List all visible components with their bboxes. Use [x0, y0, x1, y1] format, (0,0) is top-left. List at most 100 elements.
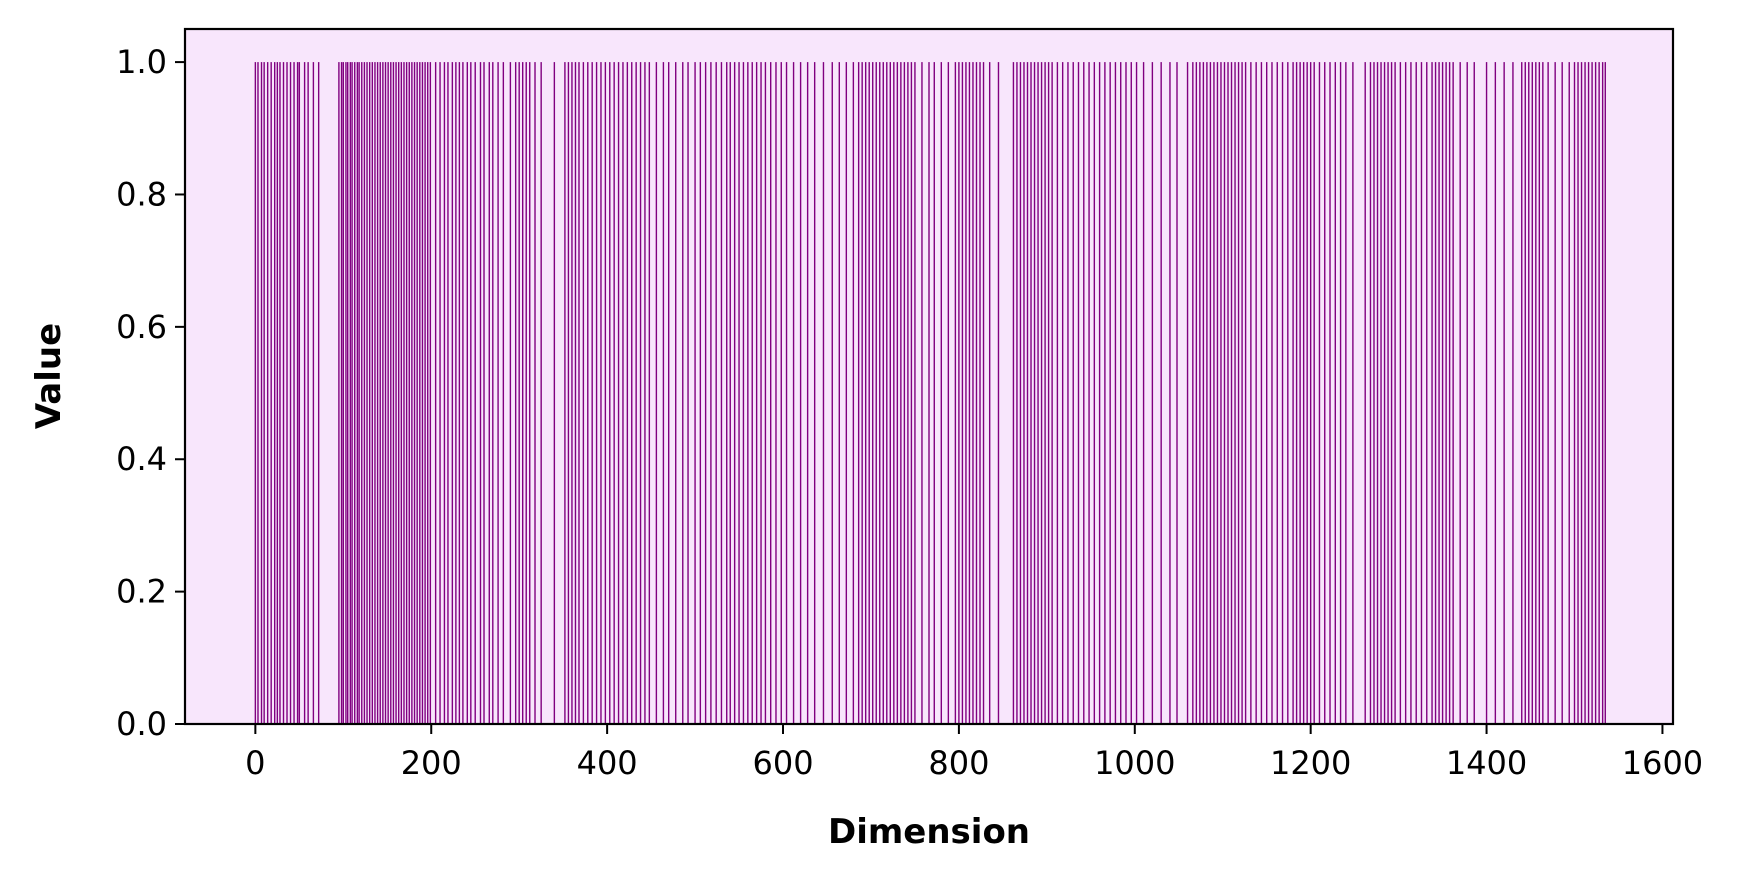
- bar: [738, 62, 739, 724]
- bar: [497, 62, 498, 724]
- bar: [290, 62, 291, 724]
- bar: [613, 62, 614, 724]
- bar: [1057, 62, 1058, 724]
- bar: [341, 62, 342, 724]
- bar: [983, 62, 984, 724]
- bar: [1271, 62, 1272, 724]
- bar: [369, 62, 370, 724]
- bar: [1030, 62, 1031, 724]
- bar: [274, 62, 275, 724]
- bar: [1051, 62, 1052, 724]
- bar: [1013, 62, 1014, 724]
- bar: [503, 62, 504, 724]
- bar: [1136, 62, 1137, 724]
- bar: [962, 62, 963, 724]
- bar: [770, 62, 771, 724]
- bar: [470, 62, 471, 724]
- bar: [313, 62, 314, 724]
- bar: [1602, 62, 1603, 724]
- bar: [447, 62, 448, 724]
- x-tick-label: 800: [928, 744, 989, 782]
- bar: [600, 62, 601, 724]
- bar: [897, 62, 898, 724]
- bar: [800, 62, 801, 724]
- bar: [705, 62, 706, 724]
- bar: [395, 62, 396, 724]
- bar: [941, 62, 942, 724]
- bar: [1335, 62, 1336, 724]
- bar: [1306, 62, 1307, 724]
- bar: [1581, 62, 1582, 724]
- bar: [1365, 62, 1366, 724]
- bar: [583, 62, 584, 724]
- bar: [893, 62, 894, 724]
- bar: [900, 62, 901, 724]
- bar: [361, 62, 362, 724]
- bar: [1088, 62, 1089, 724]
- bar: [1220, 62, 1221, 724]
- bar: [277, 62, 278, 724]
- bar: [1210, 62, 1211, 724]
- bar: [886, 62, 887, 724]
- bar: [1213, 62, 1214, 724]
- bar: [765, 62, 766, 724]
- bar: [1345, 62, 1346, 724]
- bar: [853, 62, 854, 724]
- bar: [393, 62, 394, 724]
- bar: [928, 62, 929, 724]
- bar: [1131, 62, 1132, 724]
- bar: [345, 62, 346, 724]
- bar: [1324, 62, 1325, 724]
- bar: [452, 62, 453, 724]
- bar: [1521, 62, 1522, 724]
- bar: [1474, 62, 1475, 724]
- bar: [1027, 62, 1028, 724]
- bar: [627, 62, 628, 724]
- bar: [861, 62, 862, 724]
- bar: [267, 62, 268, 724]
- x-tick-label: 1000: [1094, 744, 1175, 782]
- bar: [475, 62, 476, 724]
- bar: [1037, 62, 1038, 724]
- bar: [459, 62, 460, 724]
- bar: [858, 62, 859, 724]
- bar: [261, 62, 262, 724]
- bar: [710, 62, 711, 724]
- bar: [1073, 62, 1074, 724]
- bar: [1160, 62, 1161, 724]
- bar: [747, 62, 748, 724]
- x-tick-label: 1400: [1446, 744, 1527, 782]
- bar: [403, 62, 404, 724]
- bar: [283, 62, 284, 724]
- bar: [398, 62, 399, 724]
- bar: [596, 62, 597, 724]
- bar: [480, 62, 481, 724]
- bar: [377, 62, 378, 724]
- bar: [1486, 62, 1487, 724]
- bar: [1394, 62, 1395, 724]
- bar: [839, 62, 840, 724]
- bar: [1169, 62, 1170, 724]
- bar: [255, 62, 256, 724]
- x-tick-label: 600: [752, 744, 813, 782]
- bar: [427, 62, 428, 724]
- bar: [1261, 62, 1262, 724]
- bar: [1104, 62, 1105, 724]
- bar: [656, 62, 657, 724]
- bar: [865, 62, 866, 724]
- bar: [358, 62, 359, 724]
- bar: [1266, 62, 1267, 724]
- bar: [1299, 62, 1300, 724]
- bar: [907, 62, 908, 724]
- bar: [390, 62, 391, 724]
- bar: [1143, 62, 1144, 724]
- bar: [730, 62, 731, 724]
- bar: [424, 62, 425, 724]
- bar: [571, 62, 572, 724]
- bar: [846, 62, 847, 724]
- bar: [1547, 62, 1548, 724]
- y-tick-label: 0.8: [116, 175, 167, 213]
- bar: [293, 62, 294, 724]
- bar: [1234, 62, 1235, 724]
